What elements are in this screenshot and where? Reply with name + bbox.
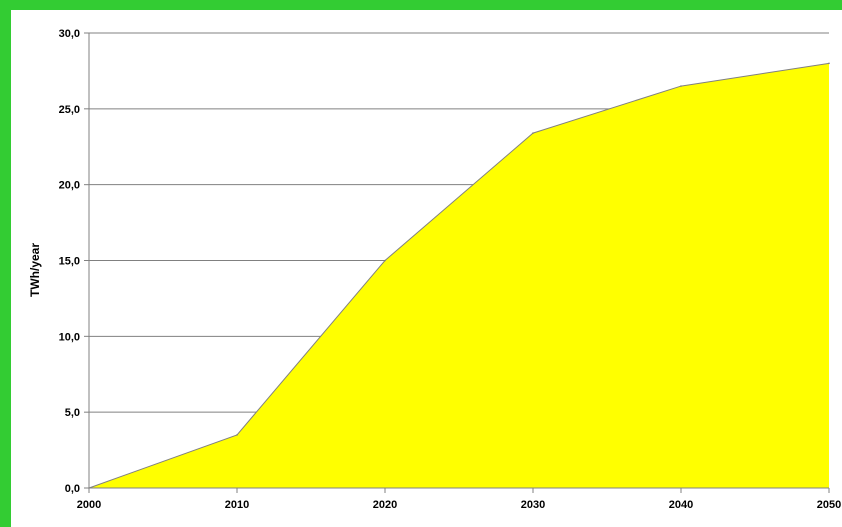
- x-tick-label: 2020: [373, 499, 397, 511]
- chart-panel: 0,0 5,0 10,0 15,0 20,0 25,0 30,0 2000 2010 2020 2…: [11, 10, 842, 527]
- x-tick-label: 2000: [77, 499, 101, 511]
- x-tick-label: 2030: [521, 499, 545, 511]
- y-tick-label: 30,0: [59, 28, 80, 40]
- data-point: [236, 434, 238, 436]
- y-tick-label: 0,0: [65, 483, 80, 495]
- x-tick-labels: 2000 2010 2020 2030 2040 2050: [77, 499, 841, 511]
- x-tick-label: 2050: [817, 499, 841, 511]
- area-outline: [88, 62, 830, 489]
- y-tick-label: 5,0: [65, 407, 80, 419]
- y-tick-label: 10,0: [59, 331, 80, 343]
- data-point: [828, 62, 830, 65]
- y-tick-label: 20,0: [59, 180, 80, 192]
- data-point: [532, 132, 534, 134]
- y-tick-label: 15,0: [59, 256, 80, 268]
- axes: [84, 32, 830, 493]
- area-chart: 0,05,010,015,020,025,030,0 2000 2010 2020 2…: [28, 28, 841, 511]
- area-series: [88, 62, 830, 489]
- area-fill: [89, 63, 829, 488]
- data-point: [680, 85, 682, 87]
- y-axis-title: TWh/year: [28, 243, 42, 297]
- x-tick-label: 2010: [225, 499, 249, 511]
- y-tick-label: 25,0: [59, 104, 80, 116]
- data-point: [384, 259, 386, 262]
- x-tick-label: 2040: [669, 499, 693, 511]
- y-tick-labels: 0,0 5,0 10,0 15,0 20,0 25,0 30,0: [59, 28, 80, 495]
